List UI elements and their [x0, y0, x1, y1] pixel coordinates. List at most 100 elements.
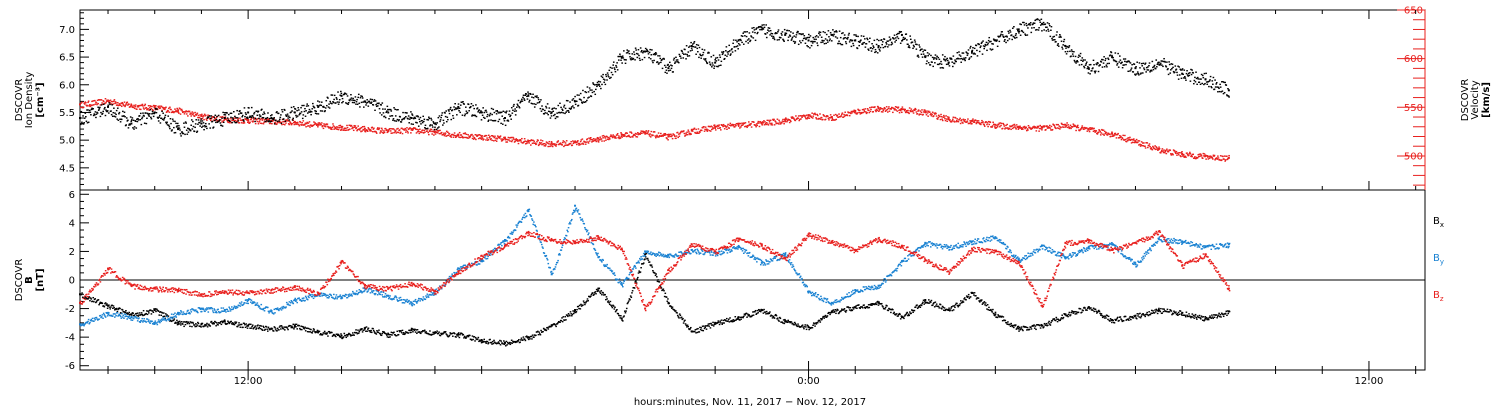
data-dot	[337, 91, 339, 92]
data-dot	[830, 114, 832, 115]
data-point	[667, 67, 669, 69]
data-dot	[754, 29, 756, 30]
data-dot	[356, 127, 358, 128]
data-dot	[738, 43, 740, 44]
data-dot	[814, 41, 816, 42]
data-dot	[241, 122, 243, 123]
data-dot	[339, 127, 341, 128]
data-dot	[237, 326, 239, 327]
data-point	[341, 335, 343, 337]
data-dot	[1051, 126, 1053, 127]
data-dot	[238, 322, 240, 323]
data-dot	[179, 108, 181, 109]
data-dot	[886, 106, 888, 107]
data-dot	[611, 72, 613, 73]
data-dot	[594, 84, 596, 85]
data-dot	[1056, 31, 1058, 32]
data-dot	[869, 38, 871, 39]
data-dot	[601, 138, 603, 139]
data-dot	[327, 123, 329, 124]
data-dot	[910, 39, 912, 40]
data-dot	[1124, 61, 1126, 62]
data-dot	[417, 329, 419, 330]
data-dot	[828, 36, 830, 37]
data-dot	[325, 100, 327, 101]
data-dot	[229, 121, 231, 122]
data-dot	[824, 115, 826, 116]
data-dot	[1024, 24, 1026, 25]
data-dot	[793, 41, 795, 42]
data-dot	[1005, 42, 1007, 43]
data-dot	[625, 63, 627, 64]
data-dot	[1160, 63, 1162, 64]
data-dot	[1141, 63, 1143, 64]
data-dot	[1146, 142, 1148, 143]
data-dot	[1118, 61, 1120, 62]
data-dot	[595, 89, 597, 90]
data-dot	[713, 55, 715, 56]
data-dot	[879, 50, 881, 51]
data-dot	[496, 138, 498, 139]
data-dot	[335, 102, 337, 103]
data-dot	[1122, 135, 1124, 136]
data-dot	[1145, 63, 1147, 64]
data-dot	[921, 109, 923, 110]
data-dot	[592, 82, 594, 83]
data-dot	[637, 53, 639, 54]
data-dot	[916, 48, 918, 49]
data-dot	[946, 121, 948, 122]
data-dot	[684, 49, 686, 50]
data-dot	[133, 120, 135, 121]
data-dot	[459, 137, 461, 138]
data-dot	[576, 101, 578, 102]
data-dot	[972, 50, 974, 51]
data-dot	[583, 143, 585, 144]
data-dot	[513, 106, 515, 107]
data-dot	[322, 334, 324, 335]
data-dot	[183, 326, 185, 327]
data-dot	[491, 140, 493, 141]
data-dot	[795, 41, 797, 42]
data-dot	[1047, 22, 1049, 23]
data-dot	[351, 97, 353, 98]
data-dot	[110, 110, 112, 111]
data-dot	[986, 42, 988, 43]
data-dot	[1183, 69, 1185, 70]
data-dot	[1197, 78, 1199, 79]
data-dot	[949, 65, 951, 66]
data-dot	[782, 119, 784, 120]
data-dot	[1067, 124, 1069, 125]
data-dot	[1038, 130, 1040, 131]
data-dot	[1093, 64, 1095, 65]
data-dot	[711, 66, 713, 67]
data-dot	[827, 41, 829, 42]
data-dot	[633, 51, 635, 52]
data-dot	[946, 58, 948, 59]
data-dot	[1206, 84, 1208, 85]
data-dot	[355, 96, 357, 97]
data-dot	[773, 119, 775, 120]
data-dot	[620, 132, 622, 133]
data-dot	[611, 67, 613, 68]
data-dot	[449, 133, 451, 134]
data-dot	[264, 113, 266, 114]
data-dot	[1168, 151, 1170, 152]
data-dot	[382, 129, 384, 130]
data-dot	[194, 127, 196, 128]
data-dot	[259, 120, 261, 121]
data-dot	[575, 104, 577, 105]
data-dot	[450, 107, 452, 108]
data-dot	[554, 107, 556, 108]
data-dot	[1191, 156, 1193, 157]
data-dot	[547, 114, 549, 115]
data-dot	[719, 127, 721, 128]
data-dot	[753, 37, 755, 38]
data-dot	[305, 116, 307, 117]
data-dot	[1188, 155, 1190, 156]
data-dot	[1191, 74, 1193, 75]
data-dot	[566, 140, 568, 141]
data-dot	[1025, 35, 1027, 36]
data-dot	[481, 119, 483, 120]
data-dot	[450, 119, 452, 120]
data-dot	[402, 112, 404, 113]
